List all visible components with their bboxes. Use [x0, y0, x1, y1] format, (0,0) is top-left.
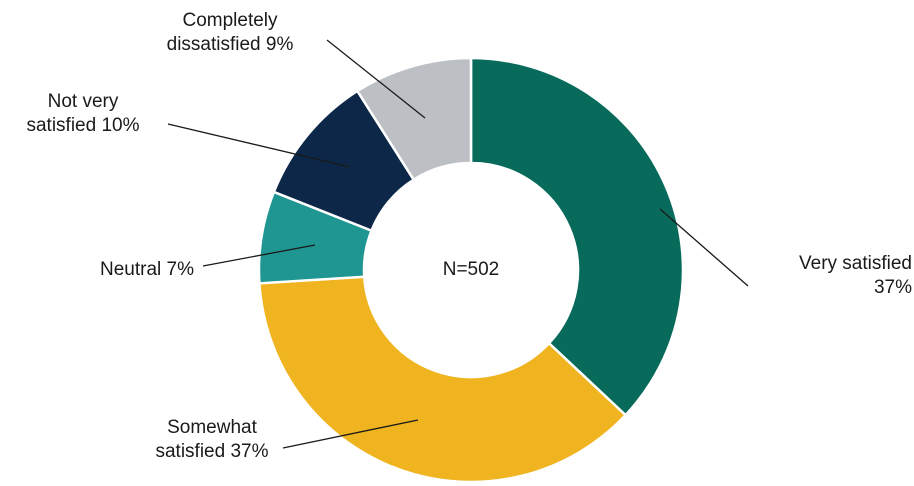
slice-label-not-very-satisfied: Not very satisfied 10%: [26, 91, 139, 136]
slice-label-line: Neutral 7%: [100, 259, 194, 280]
slice-label-line: Very satisfied: [799, 253, 912, 274]
slice-completely-dissatisfied: [355, 56, 473, 182]
leader-line-completely-dissatisfied: [326, 39, 426, 119]
slice-label-line: dissatisfied 9%: [167, 34, 294, 55]
slice-labels-layer: Very satisfied 37% Somewhat satisfied 37% Ne…: [26, 10, 912, 462]
slice-label-somewhat-satisfied: Somewhat satisfied 37%: [155, 417, 268, 462]
slice-label-line: 37%: [874, 277, 912, 298]
slice-label-line: Somewhat: [167, 417, 257, 438]
slice-label-line: Completely: [182, 10, 278, 31]
slice-label-line: satisfied 37%: [155, 441, 268, 462]
slices-layer: [257, 56, 685, 484]
leader-line-very-satisfied: [659, 208, 749, 287]
slice-label-line: Not very: [48, 91, 119, 112]
slice-label-completely-dissatisfied: Completely dissatisfied 9%: [167, 10, 294, 55]
leader-lines-layer: [167, 39, 749, 449]
slice-somewhat-satisfied: [258, 275, 628, 484]
slice-label-neutral: Neutral 7%: [100, 259, 194, 280]
slice-label-line: satisfied 10%: [26, 115, 139, 136]
slice-very-satisfied: [469, 56, 685, 417]
leader-line-neutral: [202, 244, 316, 267]
leader-line-not-very-satisfied: [167, 123, 351, 168]
leader-line-somewhat-satisfied: [282, 419, 419, 449]
slice-label-very-satisfied: Very satisfied 37%: [799, 253, 912, 298]
center-label: N=502: [443, 259, 500, 280]
